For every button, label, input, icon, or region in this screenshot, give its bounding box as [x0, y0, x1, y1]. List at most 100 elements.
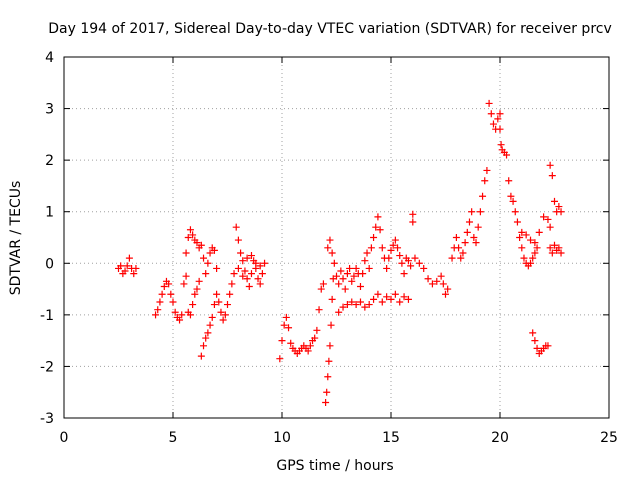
- data-point: [544, 215, 552, 223]
- data-point: [186, 311, 194, 319]
- data-point: [497, 141, 505, 149]
- data-point: [391, 236, 399, 244]
- data-point: [247, 270, 255, 278]
- data-point: [243, 254, 251, 262]
- data-point: [557, 208, 565, 216]
- data-point: [383, 264, 391, 272]
- data-point: [400, 270, 408, 278]
- data-point: [529, 254, 537, 262]
- data-point: [343, 270, 351, 278]
- x-tick-label: 0: [60, 430, 69, 446]
- data-point: [176, 316, 184, 324]
- data-point: [241, 267, 249, 275]
- data-point: [210, 301, 218, 309]
- data-point: [531, 249, 539, 257]
- data-point: [239, 272, 247, 280]
- data-point: [221, 311, 229, 319]
- data-point: [352, 264, 360, 272]
- data-point: [551, 197, 558, 205]
- data-point: [442, 290, 449, 298]
- data-point: [455, 244, 463, 252]
- data-point: [152, 311, 160, 319]
- data-point: [531, 337, 539, 345]
- data-point: [206, 321, 214, 329]
- y-tick-label: 3: [45, 102, 54, 118]
- data-point: [276, 355, 284, 363]
- data-point: [282, 313, 290, 321]
- data-point: [171, 308, 179, 316]
- x-tick-label: 5: [169, 430, 178, 446]
- data-point: [389, 241, 397, 249]
- data-point: [315, 306, 323, 314]
- data-point: [217, 308, 225, 316]
- data-point: [520, 254, 528, 262]
- x-tick-label: 10: [273, 430, 291, 446]
- data-point: [404, 257, 412, 265]
- data-point: [439, 280, 447, 288]
- data-point: [396, 252, 404, 260]
- data-point: [503, 151, 511, 159]
- data-point: [189, 231, 197, 239]
- data-point: [383, 293, 391, 301]
- data-point: [325, 357, 333, 365]
- data-point: [370, 234, 378, 241]
- data-point: [448, 254, 456, 262]
- data-point: [337, 267, 345, 275]
- data-point: [213, 264, 221, 272]
- data-point: [326, 342, 334, 350]
- data-point: [278, 337, 286, 345]
- data-point: [182, 249, 190, 257]
- data-point: [411, 254, 419, 262]
- data-point: [254, 275, 262, 283]
- data-point: [208, 313, 216, 321]
- data-point: [437, 272, 445, 280]
- data-point: [215, 298, 223, 306]
- data-point: [470, 234, 478, 241]
- data-point: [487, 110, 495, 118]
- data-point: [328, 249, 336, 257]
- x-tick-label: 20: [491, 430, 509, 446]
- data-point: [394, 244, 402, 252]
- data-point: [348, 277, 356, 285]
- chart-title: Day 194 of 2017, Sidereal Day-to-day VTE…: [48, 21, 612, 37]
- data-point: [391, 290, 399, 298]
- data-point: [513, 218, 521, 226]
- data-point: [494, 115, 502, 123]
- data-point: [398, 259, 406, 267]
- data-point: [555, 244, 563, 252]
- data-point: [363, 249, 371, 257]
- data-point: [328, 295, 336, 303]
- x-tick-label: 15: [382, 430, 400, 446]
- data-point: [356, 298, 364, 306]
- data-point: [452, 234, 460, 241]
- data-point: [186, 226, 194, 234]
- data-point: [465, 218, 473, 226]
- data-point: [376, 226, 384, 234]
- y-tick-label: 0: [45, 256, 54, 272]
- data-point: [200, 342, 208, 350]
- data-point: [219, 316, 227, 324]
- data-point: [483, 166, 491, 174]
- data-point: [400, 293, 408, 301]
- data-point: [433, 277, 441, 285]
- y-tick-label: -3: [40, 411, 54, 427]
- data-point: [348, 298, 356, 306]
- data-point: [339, 275, 347, 283]
- data-point: [319, 280, 327, 288]
- data-point: [313, 326, 321, 334]
- data-point: [378, 298, 386, 306]
- data-points: [115, 99, 565, 407]
- data-point: [496, 125, 504, 133]
- data-point: [428, 280, 436, 288]
- data-point: [468, 208, 476, 216]
- data-point: [197, 241, 205, 249]
- data-point: [252, 259, 260, 267]
- x-tick-label: 25: [600, 430, 618, 446]
- data-point: [156, 298, 164, 306]
- data-point: [125, 254, 133, 262]
- y-tick-label: 4: [45, 50, 54, 66]
- data-point: [193, 285, 201, 293]
- data-point: [370, 295, 378, 303]
